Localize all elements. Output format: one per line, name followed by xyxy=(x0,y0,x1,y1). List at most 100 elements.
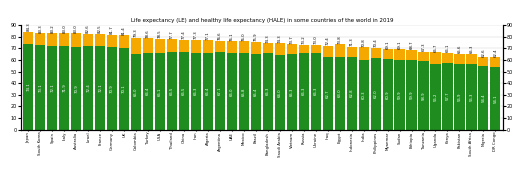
Bar xyxy=(454,53,464,64)
Text: 62.7: 62.7 xyxy=(326,89,330,98)
Text: 65.3: 65.3 xyxy=(469,45,473,53)
Bar xyxy=(431,52,441,64)
Text: 81.4: 81.4 xyxy=(122,26,126,35)
Bar xyxy=(179,52,189,130)
Bar xyxy=(143,38,153,53)
Text: 65.4: 65.4 xyxy=(254,87,258,96)
Bar xyxy=(275,55,285,130)
Bar xyxy=(311,45,321,53)
Text: 66.5: 66.5 xyxy=(182,87,186,95)
Bar xyxy=(406,50,417,60)
Text: 66.3: 66.3 xyxy=(194,87,198,95)
Text: 64.0: 64.0 xyxy=(278,88,282,97)
Text: 79.3: 79.3 xyxy=(134,28,138,37)
Text: 62.6: 62.6 xyxy=(481,48,486,57)
Text: 73.1: 73.1 xyxy=(38,83,42,92)
Text: 72.4: 72.4 xyxy=(326,36,330,45)
Bar xyxy=(346,57,357,130)
Title: Life expectancy (LE) and healthy life expectancy (HALE) in some countries of the: Life expectancy (LE) and healthy life ex… xyxy=(131,18,393,23)
Bar xyxy=(119,35,129,48)
Bar xyxy=(359,48,369,60)
Bar xyxy=(215,41,225,52)
Bar xyxy=(227,41,237,53)
Bar xyxy=(23,32,33,44)
Bar xyxy=(71,33,81,47)
Bar xyxy=(418,51,428,61)
Bar xyxy=(346,47,357,57)
Text: 76.1: 76.1 xyxy=(230,32,234,41)
Bar xyxy=(167,52,177,130)
Bar xyxy=(95,46,105,130)
Bar xyxy=(107,35,117,47)
Bar xyxy=(467,64,477,130)
Text: 71.3: 71.3 xyxy=(350,38,354,46)
Bar xyxy=(370,58,381,130)
Text: 68.7: 68.7 xyxy=(409,41,414,50)
Bar xyxy=(107,47,117,130)
Text: 75.9: 75.9 xyxy=(254,32,258,41)
Text: 66.4: 66.4 xyxy=(206,87,210,95)
Bar xyxy=(239,41,249,53)
Bar xyxy=(155,39,165,53)
Text: 76.6: 76.6 xyxy=(218,32,222,40)
Text: 83.0: 83.0 xyxy=(74,24,78,33)
Bar xyxy=(239,53,249,130)
Text: 60.3: 60.3 xyxy=(362,90,366,99)
Text: 66.3: 66.3 xyxy=(266,87,270,95)
Text: 66.0: 66.0 xyxy=(230,87,234,96)
Text: 65.6: 65.6 xyxy=(458,45,461,53)
Text: 66.5: 66.5 xyxy=(170,87,174,95)
Text: 70.1: 70.1 xyxy=(122,85,126,93)
Text: 83.0: 83.0 xyxy=(62,24,66,33)
Bar xyxy=(71,47,81,130)
Bar xyxy=(382,50,393,59)
Bar xyxy=(191,40,201,53)
Bar xyxy=(95,34,105,46)
Bar xyxy=(179,40,189,52)
Bar xyxy=(143,53,153,130)
Text: 59.9: 59.9 xyxy=(398,91,402,99)
Text: 78.5: 78.5 xyxy=(158,30,162,38)
Bar xyxy=(251,42,261,54)
Text: 82.6: 82.6 xyxy=(86,25,90,33)
Text: 76.0: 76.0 xyxy=(242,32,246,41)
Text: 73.7: 73.7 xyxy=(290,35,294,44)
Bar xyxy=(418,61,428,130)
Bar xyxy=(370,48,381,58)
Bar xyxy=(191,53,201,130)
Bar xyxy=(35,33,45,45)
Bar xyxy=(263,53,273,130)
Text: 65.8: 65.8 xyxy=(242,87,246,96)
Bar xyxy=(382,59,393,130)
Text: 63.0: 63.0 xyxy=(338,89,342,97)
Bar xyxy=(395,60,405,130)
Text: 65.0: 65.0 xyxy=(134,88,138,96)
Bar xyxy=(454,64,464,130)
Text: 81.7: 81.7 xyxy=(110,26,114,34)
Bar xyxy=(251,54,261,130)
Bar xyxy=(311,53,321,130)
Text: 77.7: 77.7 xyxy=(170,30,174,39)
Bar xyxy=(203,40,213,53)
Bar xyxy=(335,44,345,57)
Text: 70.8: 70.8 xyxy=(362,38,366,47)
Text: 66.4: 66.4 xyxy=(146,87,150,95)
Bar xyxy=(299,53,309,130)
Text: 57.7: 57.7 xyxy=(445,92,450,100)
Text: 78.6: 78.6 xyxy=(146,29,150,38)
Text: 58.9: 58.9 xyxy=(422,91,425,100)
Text: 67.1: 67.1 xyxy=(218,86,222,95)
Bar xyxy=(263,43,273,53)
Text: 72.1: 72.1 xyxy=(98,83,102,92)
Text: 73.0: 73.0 xyxy=(314,36,318,44)
Text: 77.3: 77.3 xyxy=(194,31,198,39)
Text: 83.2: 83.2 xyxy=(50,24,54,33)
Bar xyxy=(323,57,333,130)
Bar xyxy=(119,48,129,130)
Text: 56.2: 56.2 xyxy=(433,93,437,101)
Bar xyxy=(35,45,45,130)
Text: 66.3: 66.3 xyxy=(314,87,318,95)
Text: 67.3: 67.3 xyxy=(422,42,425,51)
Text: 72.1: 72.1 xyxy=(50,83,54,92)
Bar xyxy=(59,33,69,46)
